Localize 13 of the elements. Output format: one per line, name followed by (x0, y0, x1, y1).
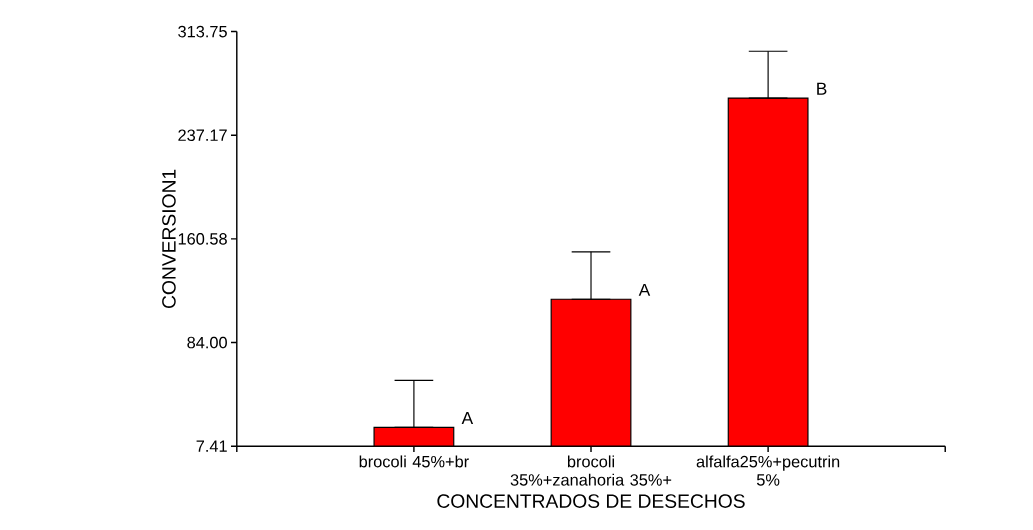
y-tick-label: 7.41 (196, 440, 227, 453)
x-tick-label: brocoli 35%+zanahoria 35%+ (510, 455, 672, 486)
x-tick-label: alfalfa25%+pecutrin 5% (696, 455, 840, 486)
y-tick-label: 160.58 (178, 233, 227, 245)
y-tick-label: 237.17 (178, 129, 227, 142)
annotation: A (638, 284, 651, 297)
y-tick-label: 84.00 (187, 336, 227, 349)
x-axis-title: CONCENTRADOS DE DESECHOS (437, 494, 745, 509)
annotation: A (461, 412, 474, 425)
annotation: B (817, 82, 827, 95)
x-tick-label: brocoli 45%+br (359, 455, 469, 468)
y-axis-title: CONVERSION1 (162, 169, 176, 309)
y-tick-label: 313.75 (178, 25, 227, 38)
